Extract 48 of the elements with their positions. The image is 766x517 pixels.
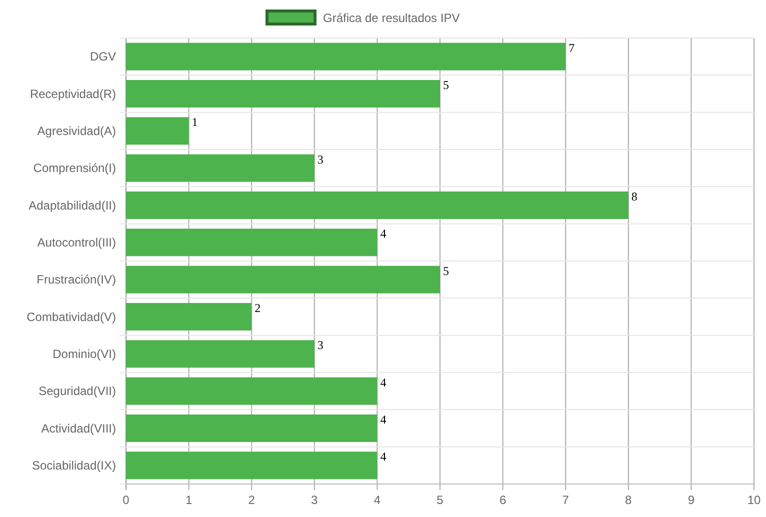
bar	[126, 377, 378, 405]
data-label: 4	[380, 450, 386, 464]
x-tick-label: 4	[374, 493, 381, 507]
bar	[126, 414, 378, 442]
y-tick-label: Seguridad(VII)	[38, 384, 116, 398]
data-label: 5	[443, 78, 449, 92]
bar	[126, 266, 440, 294]
data-label: 3	[317, 338, 324, 352]
data-label: 4	[380, 412, 386, 426]
data-label: 3	[317, 152, 324, 166]
x-tick-label: 10	[747, 493, 761, 507]
bar	[126, 154, 314, 182]
x-tick-label: 1	[185, 493, 192, 507]
y-tick-label: Adaptabilidad(II)	[28, 198, 116, 212]
legend-label: Gráfica de resultados IPV	[323, 11, 460, 25]
data-label: 4	[380, 375, 386, 390]
y-tick-label: Receptividad(R)	[30, 86, 116, 101]
y-tick-label: Agresividad(A)	[37, 124, 116, 138]
bar	[126, 192, 628, 219]
x-tick-label: 3	[311, 493, 318, 507]
x-tick-label: 0	[122, 493, 130, 507]
x-tick-label: 9	[688, 493, 695, 507]
x-tick-label: 5	[436, 493, 444, 507]
data-label: 1	[192, 115, 198, 130]
y-tick-label: DGV	[90, 50, 116, 64]
y-tick-label: Actividad(VIII)	[41, 421, 116, 436]
data-label: 4	[380, 226, 386, 241]
x-tick-label: 8	[625, 493, 632, 507]
x-tick-label: 7	[562, 493, 570, 507]
y-tick-label: Dominio(VI)	[52, 346, 116, 361]
bar	[126, 42, 566, 70]
bar	[126, 303, 252, 330]
y-tick-label: Autocontrol(III)	[37, 235, 116, 250]
bar	[126, 228, 378, 256]
bar	[126, 117, 189, 145]
bar	[126, 452, 378, 480]
data-label: 8	[631, 190, 638, 204]
y-tick-label: Sociabilidad(IX)	[32, 458, 116, 472]
bar	[126, 80, 440, 108]
data-label: 2	[254, 301, 261, 315]
y-tick-label: Frustración(IV)	[36, 272, 116, 287]
bar	[126, 340, 314, 368]
data-label: 7	[568, 40, 575, 55]
data-label: 5	[443, 264, 449, 278]
y-tick-label: Combatividad(V)	[26, 310, 116, 324]
x-tick-label: 2	[248, 493, 256, 507]
x-tick-label: 6	[499, 493, 506, 507]
y-tick-label: Comprensión(I)	[33, 161, 116, 176]
